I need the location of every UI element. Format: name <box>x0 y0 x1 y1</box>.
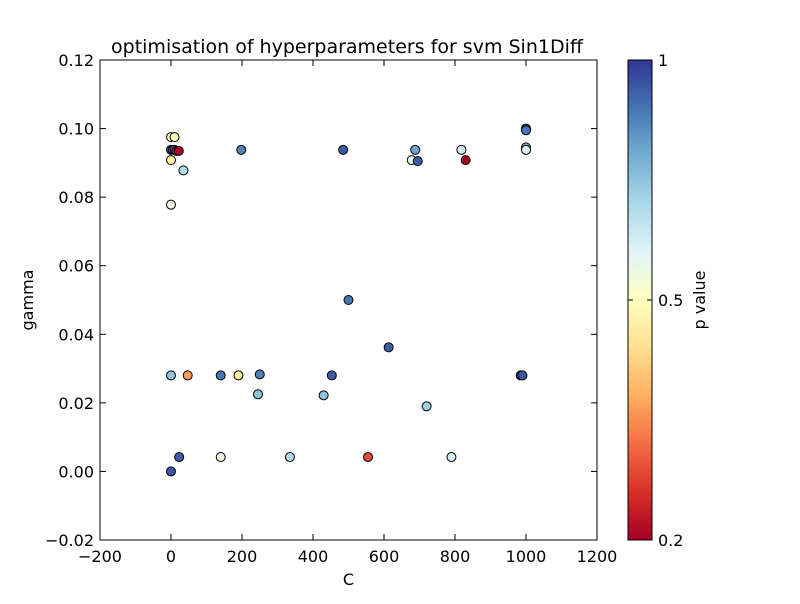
y-tick-label: 0.04 <box>58 325 94 344</box>
x-tick-label: 0 <box>166 547 176 566</box>
scatter-point <box>363 452 374 463</box>
scatter-point <box>254 369 265 380</box>
scatter-point <box>456 144 467 155</box>
data-points <box>166 123 531 477</box>
chart-title: optimisation of hyperparameters for svm … <box>111 36 584 58</box>
y-tick-label: 0.12 <box>58 51 94 70</box>
colorbar-tick-label: 0.5 <box>658 291 683 310</box>
scatter-point <box>383 342 394 353</box>
scatter-point <box>233 370 244 381</box>
scatter-point <box>412 156 423 167</box>
x-axis-label: C <box>343 570 354 589</box>
scatter-point <box>236 144 247 155</box>
scatter-point <box>460 155 471 166</box>
colorbar-ticks: 0.2 0.5 1 <box>628 51 683 550</box>
scatter-point <box>326 370 337 381</box>
scatter-point <box>517 370 528 381</box>
scatter-point <box>169 132 180 143</box>
y-tick-label: 0.06 <box>58 257 94 276</box>
scatter-point <box>174 452 185 463</box>
scatter-point <box>421 401 432 412</box>
scatter-point <box>215 370 226 381</box>
y-tick-label: 0.02 <box>58 394 94 413</box>
plot-area: −200 0 200 400 600 800 1000 1200 −0.02 0.00 0.02 0… <box>45 51 617 566</box>
scatter-point <box>166 466 176 477</box>
scatter-point <box>166 155 176 166</box>
x-tick-label: 800 <box>440 547 471 566</box>
x-tick-label: 1000 <box>506 547 547 566</box>
y-axis-ticks: −0.02 0.00 0.02 0.04 0.06 0.08 0.10 0.12 <box>45 51 597 550</box>
y-tick-label: −0.02 <box>45 531 94 550</box>
x-tick-label: 1200 <box>577 547 618 566</box>
scatter-point <box>521 125 531 136</box>
x-tick-label: −200 <box>78 547 122 566</box>
colorbar-tick-label: 1 <box>658 51 668 70</box>
colorbar-label: p value <box>690 271 709 330</box>
colorbar: 0.2 0.5 1 p value <box>627 51 709 550</box>
scatter-point <box>521 144 531 155</box>
scatter-point <box>215 452 226 463</box>
scatter-point <box>343 295 354 305</box>
scatter-point <box>166 199 176 210</box>
y-tick-label: 0.10 <box>58 120 94 139</box>
colorbar-tick-label: 0.2 <box>658 531 683 550</box>
scatter-point <box>166 370 176 381</box>
scatter-point <box>284 452 295 463</box>
scatter-point <box>173 145 184 156</box>
scatter-point <box>446 452 457 463</box>
x-tick-label: 200 <box>227 547 258 566</box>
x-axis-ticks: −200 0 200 400 600 800 1000 1200 <box>78 60 617 566</box>
x-tick-label: 400 <box>298 547 329 566</box>
y-tick-label: 0.00 <box>58 462 94 481</box>
scatter-point <box>410 144 421 155</box>
scatter-point <box>182 370 193 381</box>
y-axis-label: gamma <box>18 270 37 331</box>
scatter-point <box>338 144 349 155</box>
y-tick-label: 0.08 <box>58 188 94 207</box>
scatter-point <box>178 165 189 176</box>
scatter-point <box>252 389 263 400</box>
scatter-point <box>318 390 329 401</box>
x-tick-label: 600 <box>369 547 400 566</box>
